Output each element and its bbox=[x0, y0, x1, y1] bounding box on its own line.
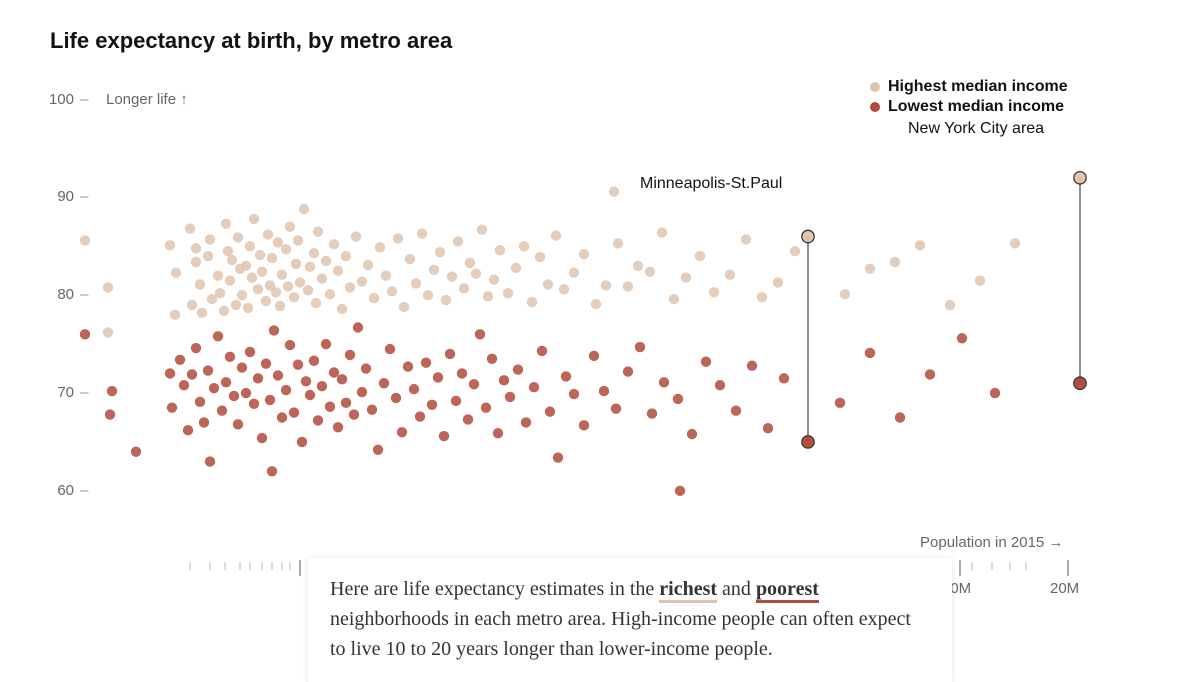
chart-container: Life expectancy at birth, by metro area … bbox=[0, 0, 1200, 675]
caption-text: Here are life expectancy estimates in th… bbox=[330, 578, 659, 600]
legend: Highest median income Lowest median incom… bbox=[870, 78, 1068, 118]
y-tick: 70 – bbox=[44, 384, 89, 401]
y-tick: 100 – bbox=[44, 91, 89, 108]
y-axis-hint: Longer life ↑ bbox=[106, 91, 188, 108]
callout-label: New York City area bbox=[908, 120, 1044, 138]
legend-row: Lowest median income bbox=[870, 98, 1068, 116]
caption-rich-word: richest bbox=[659, 578, 717, 603]
legend-dot-icon bbox=[870, 102, 880, 112]
legend-dot-icon bbox=[870, 82, 880, 92]
callout-label: Minneapolis-St.Paul bbox=[640, 175, 782, 193]
scatter-svg bbox=[50, 70, 1150, 590]
x-axis-hint: Population in 2015 → bbox=[920, 534, 1120, 551]
caption-poor-word: poorest bbox=[756, 578, 819, 603]
legend-label: Highest median income bbox=[888, 78, 1068, 96]
y-tick: 90 – bbox=[44, 188, 89, 205]
y-tick: 80 – bbox=[44, 286, 89, 303]
caption-text: and bbox=[717, 578, 756, 600]
legend-label: Lowest median income bbox=[888, 98, 1064, 116]
y-tick: 60 – bbox=[44, 482, 89, 499]
x-tick-label: 20M bbox=[1050, 580, 1079, 597]
caption-text: neighborhoods in each metro area. High-i… bbox=[330, 608, 911, 660]
legend-row: Highest median income bbox=[870, 78, 1068, 96]
plot-area: 60 –70 –80 –90 –100 – Longer life ↑ High… bbox=[50, 70, 1150, 590]
caption-box: Here are life expectancy estimates in th… bbox=[308, 558, 952, 682]
chart-title: Life expectancy at birth, by metro area bbox=[50, 28, 452, 54]
